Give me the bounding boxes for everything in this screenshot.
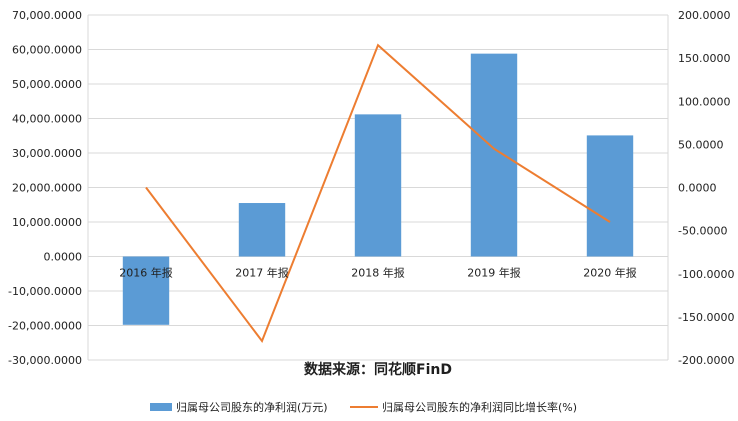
bar	[470, 53, 518, 257]
category-axis: 2016 年报 2017 年报 2018 年报 2019 年报 2020 年报	[119, 266, 637, 280]
right-tick-label: -100.0000	[678, 268, 734, 281]
right-axis: 200.0000 150.0000 100.0000 50.0000 0.0000 -50…	[678, 9, 734, 367]
bar-series	[122, 53, 634, 325]
source-note: 数据来源：同花顺FinD	[304, 361, 452, 378]
category-label: 2017 年报	[235, 266, 289, 280]
gridlines	[87, 14, 669, 361]
legend-bar-label: 归属母公司股东的净利润(万元)	[176, 400, 328, 414]
legend: 归属母公司股东的净利润(万元) 归属母公司股东的净利润同比增长率(%)	[150, 400, 577, 414]
left-axis: 70,000.0000 60,000.0000 50,000.0000 40,000.…	[8, 9, 82, 367]
category-label: 2018 年报	[351, 266, 405, 280]
right-tick-label: 150.0000	[678, 52, 731, 65]
legend-bar-swatch	[150, 403, 172, 411]
left-tick-label: 20,000.0000	[12, 182, 82, 195]
category-label: 2020 年报	[583, 266, 637, 280]
right-tick-label: 100.0000	[678, 95, 731, 108]
legend-line-label: 归属母公司股东的净利润同比增长率(%)	[382, 400, 577, 414]
right-tick-label: -200.0000	[678, 354, 734, 367]
line-series	[145, 43, 611, 344]
left-tick-label: -30,000.0000	[8, 354, 82, 367]
left-tick-label: 70,000.0000	[12, 9, 82, 22]
left-tick-label: -20,000.0000	[8, 320, 82, 333]
bar	[122, 256, 170, 325]
left-tick-label: 60,000.0000	[12, 44, 82, 57]
right-tick-label: -50.0000	[678, 225, 727, 238]
category-label: 2016 年报	[119, 266, 173, 280]
right-tick-label: 0.0000	[678, 182, 717, 195]
bar	[354, 114, 402, 257]
left-tick-label: 30,000.0000	[12, 147, 82, 160]
category-label: 2019 年报	[467, 266, 521, 280]
right-tick-label: 200.0000	[678, 9, 731, 22]
right-tick-label: 50.0000	[678, 138, 724, 151]
left-tick-label: 40,000.0000	[12, 113, 82, 126]
left-tick-label: 10,000.0000	[12, 216, 82, 229]
left-tick-label: 0.0000	[44, 251, 83, 264]
right-tick-label: -150.0000	[678, 311, 734, 324]
left-tick-label: 50,000.0000	[12, 78, 82, 91]
left-tick-label: -10,000.0000	[8, 285, 82, 298]
bar	[238, 203, 286, 257]
bar	[586, 135, 634, 257]
